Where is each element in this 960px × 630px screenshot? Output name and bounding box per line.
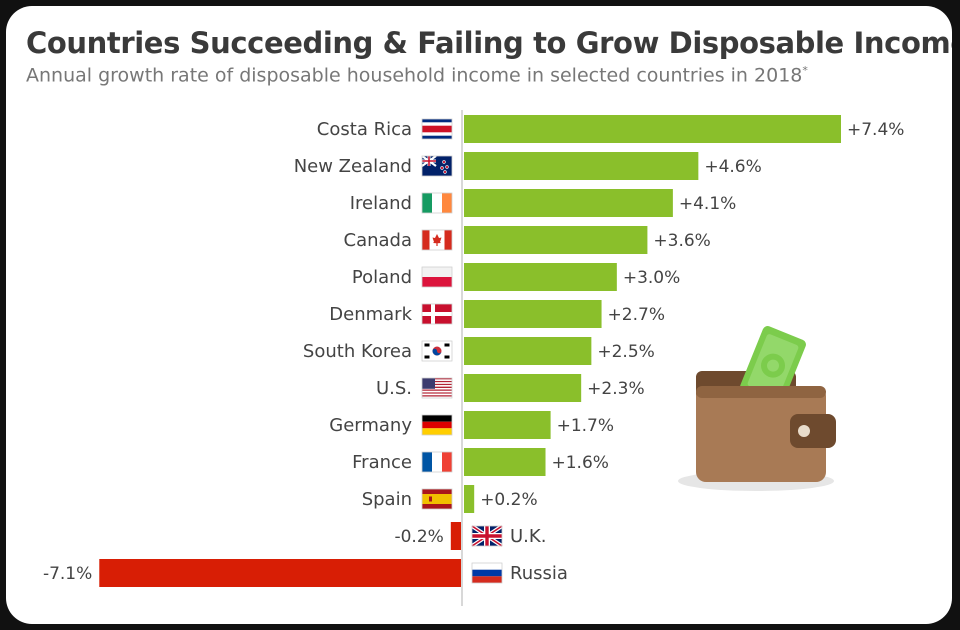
wallet-icon xyxy=(678,326,836,491)
bar-row-denmark: +2.7% Denmark xyxy=(329,300,665,328)
category-label: South Korea xyxy=(303,341,412,362)
bar xyxy=(99,559,461,587)
category-label: New Zealand xyxy=(294,156,412,177)
poland-flag-icon xyxy=(421,266,453,288)
category-label: Russia xyxy=(510,563,568,584)
bar xyxy=(464,226,648,254)
bar-row-usa: +2.3% U.S. xyxy=(376,374,645,402)
costa-rica-flag-icon xyxy=(421,118,453,140)
bar xyxy=(464,411,551,439)
bar-value-label: +3.0% xyxy=(623,268,680,288)
spain-flag-icon xyxy=(421,488,453,510)
bar-value-label: +4.6% xyxy=(704,157,761,177)
bar xyxy=(464,448,546,476)
chart-title: Countries Succeeding & Failing to Grow D… xyxy=(26,26,952,60)
bar-value-label: +1.6% xyxy=(552,453,609,473)
uk-flag-icon xyxy=(470,524,504,548)
category-label: France xyxy=(352,452,412,473)
bar-row-spain: +0.2% Spain xyxy=(362,485,538,513)
category-label: Spain xyxy=(362,489,412,510)
bar xyxy=(464,263,617,291)
bar-row-russia: -7.1% Russia xyxy=(43,559,568,587)
new-zealand-flag-icon xyxy=(421,155,453,177)
bar xyxy=(464,300,602,328)
chart-card: Countries Succeeding & Failing to Grow D… xyxy=(6,6,952,624)
bar-row-germany: +1.7% Germany xyxy=(329,411,614,439)
bar-value-label: -0.2% xyxy=(394,527,443,547)
bar-value-label: +2.7% xyxy=(608,305,665,325)
bar-row-new-zealand: +4.6% New Zealand xyxy=(294,152,762,180)
category-label: Denmark xyxy=(329,304,412,325)
germany-flag-icon xyxy=(421,414,453,436)
south-korea-flag-icon xyxy=(421,340,453,362)
bar-value-label: -7.1% xyxy=(43,564,92,584)
bar-row-costa-rica: +7.4% Costa Rica xyxy=(317,115,904,143)
denmark-flag-icon xyxy=(421,303,453,325)
bar-value-label: +7.4% xyxy=(847,120,904,140)
bar xyxy=(464,485,475,513)
bar xyxy=(450,522,461,550)
russia-flag-icon xyxy=(471,562,503,584)
bar xyxy=(464,337,592,365)
bar-value-label: +1.7% xyxy=(557,416,614,436)
bar-value-label: +3.6% xyxy=(653,231,710,251)
bar-row-france: +1.6% France xyxy=(352,448,609,476)
bar-value-label: +4.1% xyxy=(679,194,736,214)
bar-value-label: +0.2% xyxy=(480,490,537,510)
usa-flag-icon xyxy=(421,377,453,399)
category-label: Costa Rica xyxy=(317,119,412,140)
bar xyxy=(464,152,699,180)
bar-row-poland: +3.0% Poland xyxy=(352,263,680,291)
category-label: Ireland xyxy=(350,193,412,214)
bar-value-label: +2.5% xyxy=(597,342,654,362)
canada-flag-icon xyxy=(421,229,453,251)
bar xyxy=(464,189,673,217)
france-flag-icon xyxy=(421,451,453,473)
chart-subtitle: Annual growth rate of disposable househo… xyxy=(26,64,946,86)
category-label: Germany xyxy=(329,415,412,436)
ireland-flag-icon xyxy=(421,192,453,214)
bar-row-ireland: +4.1% Ireland xyxy=(350,189,736,217)
category-label: Poland xyxy=(352,267,412,288)
bar-row-south-korea: +2.5% South Korea xyxy=(303,337,655,365)
bar-row-uk: -0.2% U.K. xyxy=(394,522,546,550)
bar-chart: +7.4% Costa Rica +4.6% New Zealand +4.1% Irel… xyxy=(43,110,904,606)
bar xyxy=(464,115,841,143)
bar xyxy=(464,374,582,402)
bar-row-canada: +3.6% Canada xyxy=(344,226,711,254)
category-label: U.S. xyxy=(376,378,412,399)
category-label: Canada xyxy=(344,230,413,251)
subtitle-text: Annual growth rate of disposable househo… xyxy=(26,64,803,87)
category-label: U.K. xyxy=(510,526,546,547)
bar-value-label: +2.3% xyxy=(587,379,644,399)
subtitle-footnote-mark: * xyxy=(802,64,808,77)
